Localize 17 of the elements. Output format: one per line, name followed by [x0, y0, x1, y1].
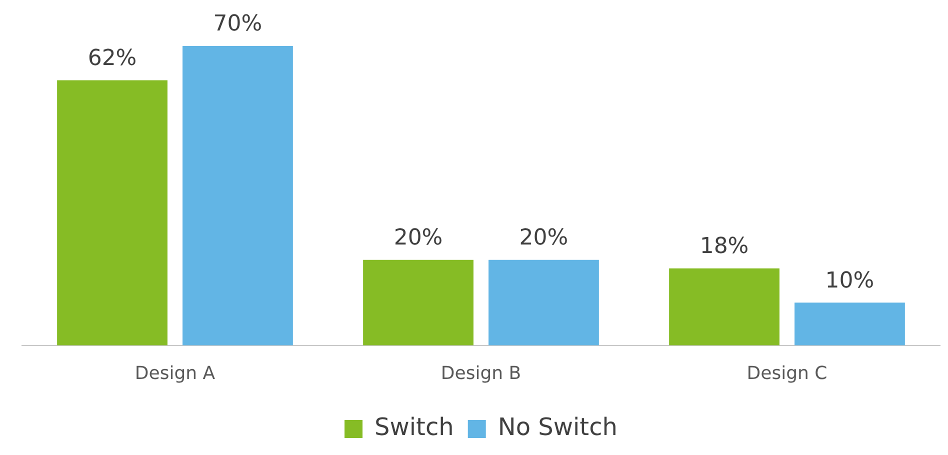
- data-label: 18%: [700, 234, 749, 260]
- bar: [488, 260, 599, 346]
- bar: [57, 80, 168, 346]
- bar: [182, 46, 293, 346]
- x-tick-label: Design B: [440, 362, 522, 384]
- data-label: 62%: [88, 46, 137, 71]
- data-label: 70%: [213, 12, 262, 37]
- bar: [669, 268, 780, 346]
- data-label: 20%: [394, 226, 443, 251]
- data-label: 10%: [825, 268, 874, 294]
- x-tick-label: Design C: [746, 362, 828, 384]
- legend-label: No Switch: [498, 413, 618, 442]
- data-label: 20%: [519, 226, 568, 251]
- bar: [363, 260, 474, 346]
- x-tick-label: Design A: [134, 362, 216, 384]
- bar: [794, 302, 905, 346]
- legend-label: Switch: [374, 413, 454, 442]
